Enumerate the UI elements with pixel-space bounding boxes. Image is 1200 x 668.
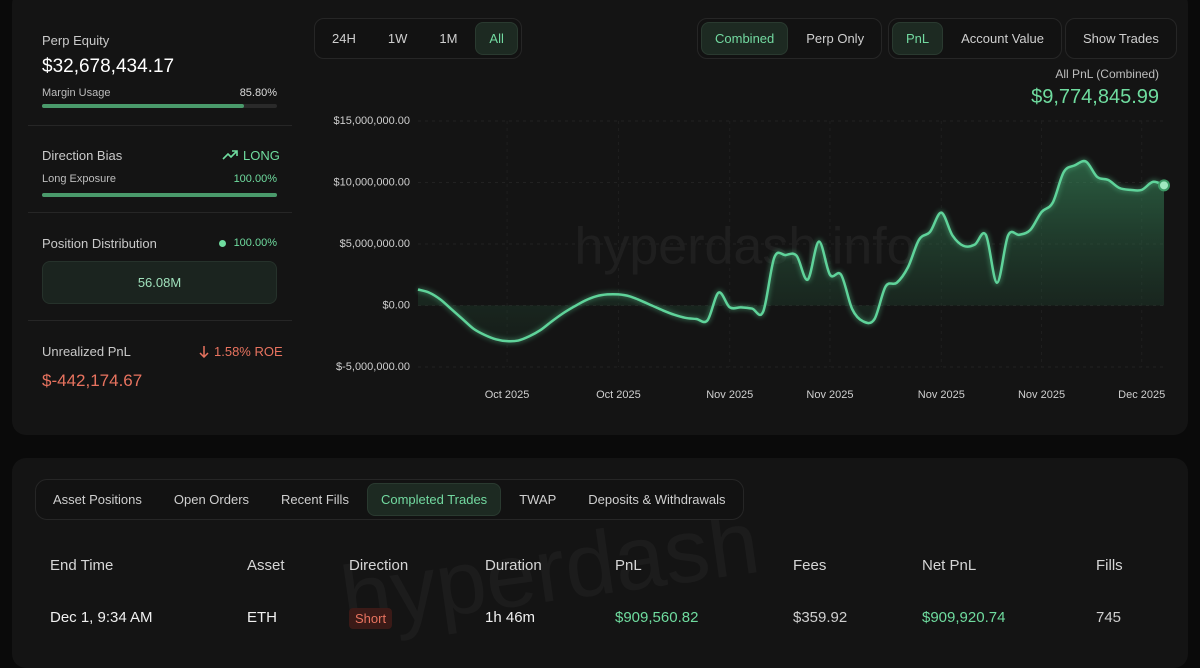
tab[interactable]: TWAP bbox=[519, 492, 557, 507]
x-tick-label: Dec 2025 bbox=[1118, 389, 1165, 401]
value: $-442,174.67 bbox=[42, 371, 143, 390]
distribution-bar: 56.08M bbox=[42, 261, 277, 304]
show-trades-button[interactable]: Show Trades bbox=[1083, 31, 1159, 46]
value: 100.00% bbox=[233, 237, 277, 249]
x-tick-label: Oct 2025 bbox=[485, 389, 530, 401]
x-tick-label: Nov 2025 bbox=[918, 389, 965, 401]
cell: Short bbox=[349, 608, 393, 629]
progress-bar bbox=[42, 193, 277, 197]
tab[interactable]: Recent Fills bbox=[281, 492, 349, 507]
y-tick-label: $-5,000,000.00 bbox=[336, 361, 410, 373]
tab[interactable]: Perp Only bbox=[806, 31, 865, 46]
x-tick-label: Nov 2025 bbox=[706, 389, 753, 401]
time-tabs: 24H 1W 1M All bbox=[314, 18, 522, 59]
overview-panel bbox=[12, 0, 1188, 435]
cell: 1h 46m bbox=[485, 609, 536, 626]
tab[interactable]: 24H bbox=[332, 31, 356, 46]
progress-track bbox=[42, 193, 277, 197]
label: Direction Bias bbox=[42, 148, 123, 163]
tab[interactable]: PnL bbox=[892, 22, 944, 55]
page: Perp Equity $32,678,434.17 Margin Usage … bbox=[12, 0, 1188, 629]
column-header: Fills bbox=[1096, 557, 1123, 574]
tab[interactable]: Account Value bbox=[961, 31, 1045, 46]
cell: 745 bbox=[1096, 609, 1122, 626]
x-tick-label: Nov 2025 bbox=[806, 389, 853, 401]
cell: $909,560.82 bbox=[615, 609, 699, 626]
value: 100.00% bbox=[233, 173, 277, 185]
x-tick-label: Nov 2025 bbox=[1018, 389, 1065, 401]
roe: 1.58% ROE bbox=[214, 344, 283, 359]
label: Perp Equity bbox=[42, 33, 110, 48]
status-dot bbox=[219, 240, 226, 247]
metric-tabs: PnL Account Value bbox=[888, 18, 1063, 59]
column-header: Direction bbox=[349, 557, 409, 574]
x-tick-label: Oct 2025 bbox=[596, 389, 641, 401]
show-trades-group: Show Trades bbox=[1065, 18, 1177, 59]
column-header: End Time bbox=[50, 557, 114, 574]
tab[interactable]: Asset Positions bbox=[53, 492, 142, 507]
y-tick-label: $10,000,000.00 bbox=[334, 176, 410, 188]
column-header: Duration bbox=[485, 557, 542, 574]
divider bbox=[28, 125, 292, 126]
label: Unrealized PnL bbox=[42, 344, 131, 359]
value: LONG bbox=[243, 148, 280, 163]
progress-bar bbox=[42, 104, 244, 108]
end-point bbox=[1158, 179, 1170, 192]
column-header: Net PnL bbox=[922, 557, 977, 574]
watermark: hyperdash.info bbox=[574, 218, 915, 276]
table-tabs: Asset Positions Open Orders Recent Fills Co… bbox=[35, 479, 744, 520]
amount: 56.08M bbox=[137, 275, 182, 290]
cell: Dec 1, 9:34 AM bbox=[50, 609, 153, 626]
tab[interactable]: Open Orders bbox=[173, 492, 250, 507]
column-header: Fees bbox=[793, 557, 827, 574]
pnl-chart: hyperdash.info $-5,000,000.00 $0.00 $5,000… bbox=[334, 115, 1170, 401]
down-icon bbox=[199, 346, 209, 358]
y-tick-label: $0.00 bbox=[382, 299, 410, 311]
tab[interactable]: 1M bbox=[439, 31, 458, 46]
tab[interactable]: 1W bbox=[387, 31, 408, 46]
y-tick-label: $5,000,000.00 bbox=[340, 238, 410, 250]
y-tick-label: $15,000,000.00 bbox=[334, 115, 410, 127]
progress-track bbox=[42, 104, 277, 108]
tab[interactable]: Deposits & Withdrawals bbox=[588, 492, 726, 507]
tab[interactable]: Completed Trades bbox=[366, 483, 502, 516]
value: $32,678,434.17 bbox=[42, 56, 175, 77]
line bbox=[417, 159, 1165, 343]
cell: $909,920.74 bbox=[922, 609, 1006, 626]
trend-icon bbox=[222, 150, 238, 160]
value: 85.80% bbox=[239, 87, 277, 99]
label: Long Exposure bbox=[42, 173, 116, 185]
chart-title: All PnL (Combined) bbox=[1055, 67, 1159, 81]
column-header: PnL bbox=[615, 557, 642, 574]
divider bbox=[28, 212, 292, 213]
mode-tabs: Combined Perp Only bbox=[697, 18, 883, 59]
cell: ETH bbox=[247, 609, 277, 626]
cell: $359.92 bbox=[793, 609, 848, 626]
tab[interactable]: All bbox=[475, 22, 518, 55]
label: Position Distribution bbox=[42, 236, 157, 251]
chart-subtitle: $9,774,845.99 bbox=[1031, 86, 1159, 108]
divider bbox=[28, 320, 292, 321]
tab[interactable]: Combined bbox=[701, 22, 789, 55]
label: Margin Usage bbox=[42, 87, 111, 99]
column-header: Asset bbox=[247, 557, 285, 574]
